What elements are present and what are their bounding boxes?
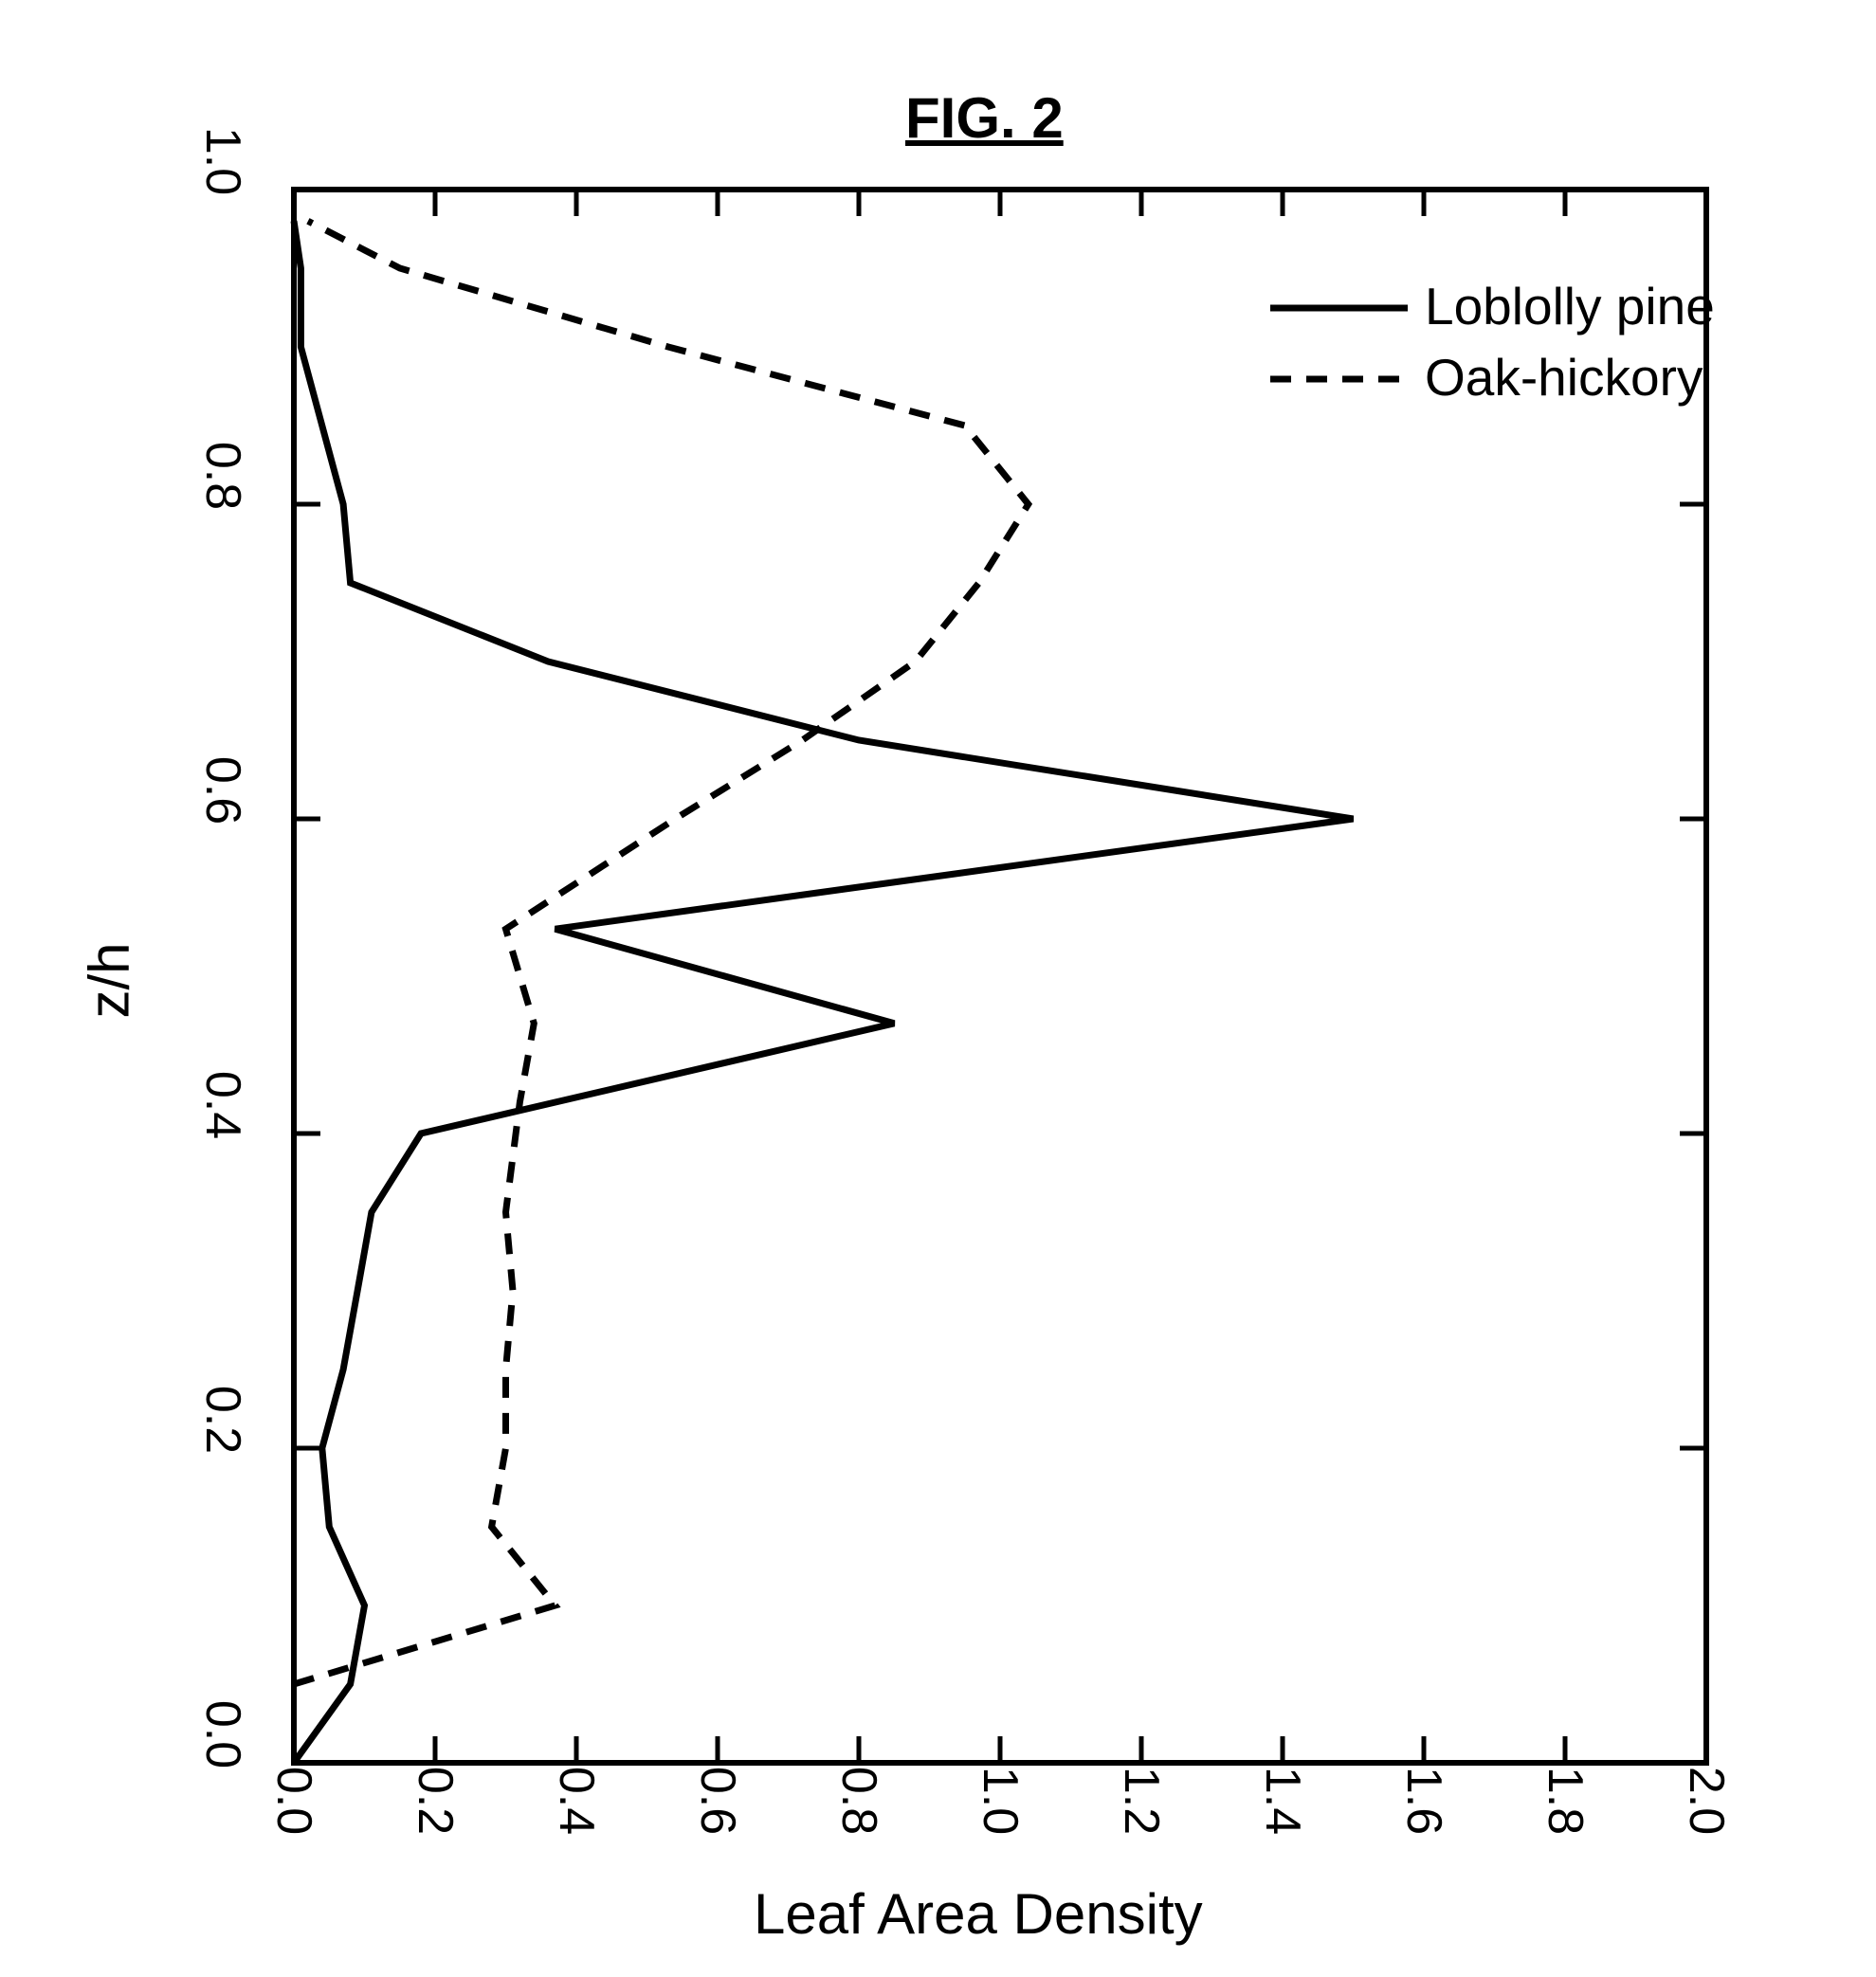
x-tick-label: 1.6 [1395, 1734, 1452, 1867]
y-axis-label: z/h [77, 942, 142, 1018]
figure-container: FIG. 2 Leaf Area Density z/h 0.00.20.40.… [0, 0, 1876, 1977]
x-tick-label: 0.2 [407, 1734, 464, 1867]
y-tick-label: 0.6 [194, 734, 251, 847]
y-tick-label: 0.4 [194, 1048, 251, 1162]
series-loblolly [294, 221, 1354, 1763]
x-tick-label: 0.4 [548, 1734, 605, 1867]
x-tick-label: 0.8 [830, 1734, 887, 1867]
x-tick-label: 2.0 [1678, 1734, 1735, 1867]
y-tick-label: 0.8 [194, 419, 251, 533]
x-tick-label: 1.2 [1113, 1734, 1170, 1867]
x-tick-label: 0.6 [689, 1734, 746, 1867]
legend-label-oak: Oak-hickory [1425, 347, 1703, 408]
x-tick-label: 1.8 [1537, 1734, 1594, 1867]
y-tick-label: 0.0 [194, 1678, 251, 1791]
x-tick-label: 1.0 [972, 1734, 1029, 1867]
x-tick-label: 1.4 [1254, 1734, 1311, 1867]
series-oak [294, 221, 1029, 1684]
legend-label-loblolly: Loblolly pine [1425, 276, 1715, 336]
x-tick-label: 0.0 [265, 1734, 322, 1867]
y-tick-label: 1.0 [194, 104, 251, 218]
y-tick-label: 0.2 [194, 1363, 251, 1477]
x-axis-label: Leaf Area Density [754, 1881, 1203, 1947]
